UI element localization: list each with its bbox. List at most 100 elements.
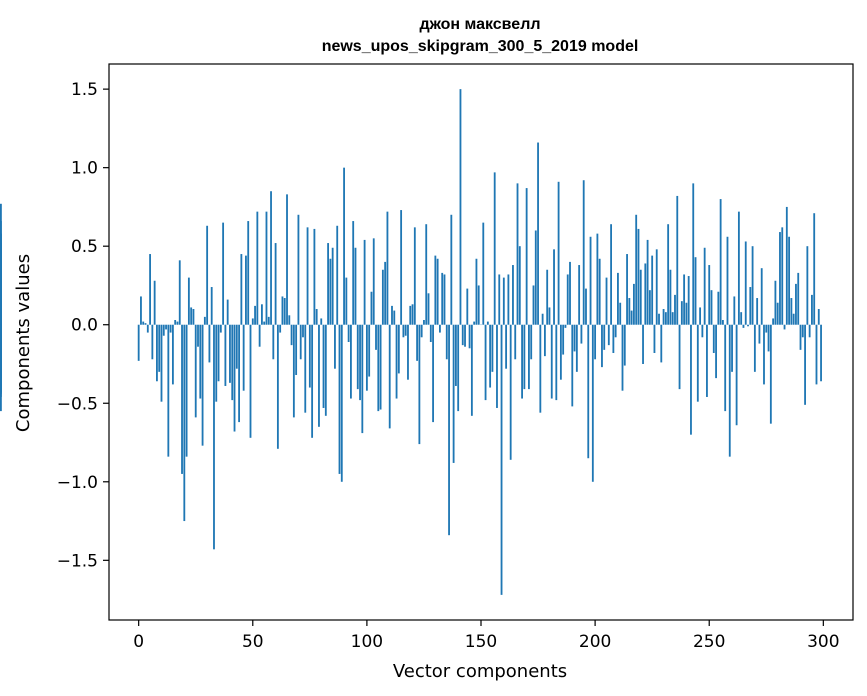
bar-290 (799, 324, 802, 350)
bar-176 (539, 324, 542, 413)
x-tick-label: 50 (242, 632, 264, 652)
bar-271 (756, 298, 759, 325)
bar-101 (368, 324, 371, 377)
bar-72 (302, 324, 304, 338)
bar-117 (404, 324, 407, 336)
bar-4 (146, 324, 149, 333)
bar-30 (206, 225, 209, 325)
bar-42 (233, 324, 236, 432)
bar-25 (194, 324, 197, 418)
bar-278 (772, 318, 775, 325)
bar-94 (352, 221, 355, 325)
bar-171 (528, 324, 530, 390)
bar-189 (569, 261, 571, 325)
bar-26 (197, 324, 199, 347)
bar-87 (336, 225, 339, 325)
bar-185 (559, 324, 562, 380)
bar-undefined (0, 324, 2, 330)
bar-9 (158, 324, 161, 372)
bar-140 (457, 324, 460, 412)
bar-86 (334, 324, 336, 369)
bar-40 (229, 324, 231, 383)
bar-228 (658, 313, 660, 325)
bar-132 (439, 324, 441, 333)
bar-253 (715, 324, 717, 379)
bar-178 (543, 324, 546, 357)
x-axis-label: Vector components (393, 661, 567, 682)
bar-285 (788, 236, 791, 325)
bar-64 (283, 298, 286, 325)
bar-236 (676, 195, 679, 325)
bar-288 (795, 283, 797, 325)
bar-34 (215, 324, 218, 402)
bar-259 (728, 324, 731, 457)
bar-146 (470, 324, 473, 416)
bar-188 (566, 274, 569, 325)
bar-242 (690, 324, 692, 435)
bar-96 (356, 324, 359, 390)
bar-139 (454, 324, 457, 386)
bar-252 (712, 324, 715, 353)
bar-36 (219, 324, 222, 333)
bar-152 (484, 324, 487, 401)
bar-130 (434, 255, 437, 325)
bar-73 (304, 324, 307, 413)
bar-221 (642, 324, 644, 364)
x-tick-label: 200 (579, 632, 611, 652)
bar-164 (512, 265, 514, 325)
bar-248 (703, 247, 706, 325)
bar-11 (162, 324, 165, 336)
bar-175 (537, 142, 539, 325)
bar-33 (213, 324, 215, 550)
bar-234 (671, 312, 674, 325)
bar-39 (226, 299, 229, 325)
bar-10 (160, 324, 163, 402)
bar-118 (407, 324, 409, 380)
bar-158 (498, 274, 501, 325)
bar-20 (183, 324, 186, 522)
x-ticks-group: 0 50 100 150 200 250 300 (133, 620, 840, 652)
bar-153 (486, 321, 489, 325)
bar-129 (432, 324, 434, 423)
bar-204 (603, 324, 606, 350)
bar-223 (646, 239, 649, 325)
bar-294 (808, 324, 811, 338)
bar-23 (190, 307, 193, 325)
bar-181 (550, 324, 553, 399)
bar-192 (575, 324, 578, 372)
bar-235 (674, 294, 676, 325)
bar-268 (749, 287, 752, 325)
bar-154 (489, 324, 492, 388)
bar-15 (171, 324, 174, 385)
bar-131 (436, 258, 439, 325)
bar-182 (553, 249, 555, 325)
bar-24 (192, 309, 195, 325)
bar-12 (165, 324, 167, 330)
bar-70 (297, 214, 300, 325)
bar-173 (532, 285, 535, 325)
bar-110 (388, 324, 391, 429)
bar-211 (619, 302, 622, 325)
bar-21 (185, 324, 188, 457)
bar-85 (331, 247, 334, 325)
bar-251 (710, 290, 713, 325)
bar-254 (717, 291, 720, 325)
bar-207 (610, 224, 612, 325)
y-tick-label: −1.5 (57, 551, 98, 571)
y-tick-label: 1.5 (71, 80, 98, 100)
bar-166 (516, 183, 519, 325)
bar-201 (596, 233, 599, 325)
bar-265 (742, 324, 745, 328)
bar-31 (208, 324, 211, 363)
bar-1 (140, 296, 142, 325)
bar-227 (655, 249, 658, 325)
bar-193 (578, 265, 581, 325)
bar-147 (473, 321, 476, 325)
bar-168 (521, 324, 523, 399)
bar-233 (669, 269, 672, 325)
bar-149 (477, 285, 480, 325)
bar-183 (555, 324, 558, 401)
bar-54 (260, 304, 263, 325)
bar-230 (662, 309, 665, 325)
